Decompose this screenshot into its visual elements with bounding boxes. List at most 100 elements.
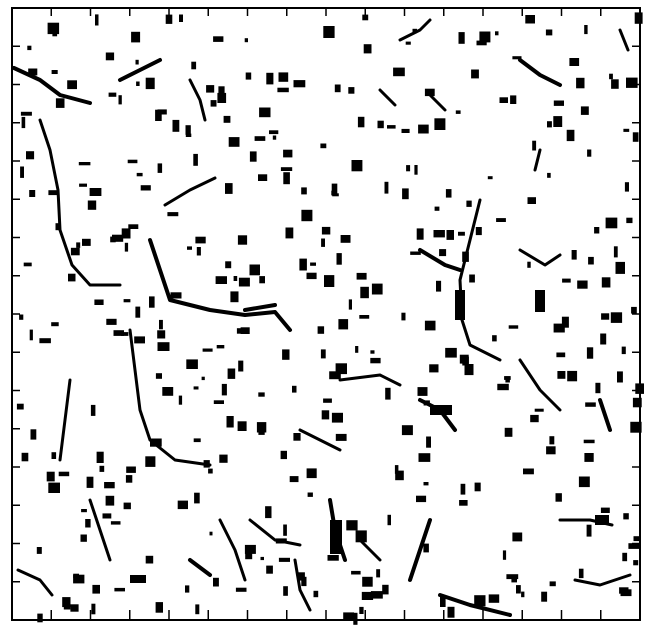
blob [567,370,578,382]
blob [588,256,594,265]
blob [58,471,70,477]
blob [359,315,370,319]
blob [600,333,607,345]
blob [617,371,623,383]
blob [321,410,330,420]
blob [215,276,227,284]
blob [475,227,482,236]
blob [474,595,486,607]
blob [236,328,246,334]
blob [213,36,224,42]
network-strand [418,248,462,272]
blob [401,312,406,321]
blob [401,425,413,436]
blob [51,70,58,74]
blob [237,421,247,431]
blob [355,346,359,353]
blob [299,258,307,271]
blob [459,500,468,506]
blob [355,530,367,543]
blob [92,584,100,594]
blob [259,276,265,284]
blob [370,357,381,364]
blob [439,249,447,257]
blob [446,230,454,240]
blob [585,402,596,407]
blob [348,87,355,94]
blob [95,14,99,26]
blob [382,584,389,595]
blob [549,436,555,445]
blob [123,502,131,510]
blob [474,482,481,492]
blob [476,40,487,46]
blob [106,318,117,325]
large-blob [535,290,545,312]
blob [458,231,465,236]
blob [91,603,96,615]
blob [23,262,32,267]
blob [47,22,60,35]
blob [429,364,439,373]
blob [193,153,198,166]
blob [377,120,384,129]
blob [162,387,174,396]
blob [525,15,535,24]
blob [194,492,200,504]
blob [280,450,287,460]
blob [321,226,331,235]
blob [600,507,610,513]
blob [527,261,531,268]
blob [96,451,104,463]
blob [202,348,213,352]
blob [28,68,38,76]
blob [455,110,461,114]
network-strand [573,573,632,587]
blob [110,521,121,525]
blob [555,493,562,502]
blob [613,246,618,258]
blob [635,383,644,394]
blob [605,217,618,229]
blob [99,465,105,472]
network-strand [293,558,312,612]
blob [578,476,590,488]
blob [338,319,349,330]
blob [193,438,201,443]
blob [440,596,446,607]
blob [266,565,273,574]
blob [434,118,446,130]
blob [94,299,104,305]
blob [277,87,289,93]
blob [357,116,365,128]
blob [511,577,517,583]
blob [249,151,257,162]
blob [127,159,138,164]
blob [508,325,519,329]
blob [155,109,162,121]
blob [78,162,91,166]
blob [566,129,575,142]
blob [159,319,163,330]
blob [578,568,584,579]
blob [280,167,293,171]
blob [283,149,293,158]
blob [346,520,358,531]
blob-field [16,12,644,625]
tick-marks [11,7,641,621]
network-strand [518,58,562,87]
blob [70,247,80,256]
network-strand [188,78,207,122]
blob [634,12,643,24]
blob [466,200,472,207]
blob [179,14,183,22]
blob [532,140,537,151]
blob [30,429,37,440]
blob [348,299,352,310]
blob [195,604,200,615]
blob [321,238,325,247]
blob [293,433,301,441]
blob [584,25,588,35]
network-strand [378,88,397,107]
blob [102,513,112,519]
